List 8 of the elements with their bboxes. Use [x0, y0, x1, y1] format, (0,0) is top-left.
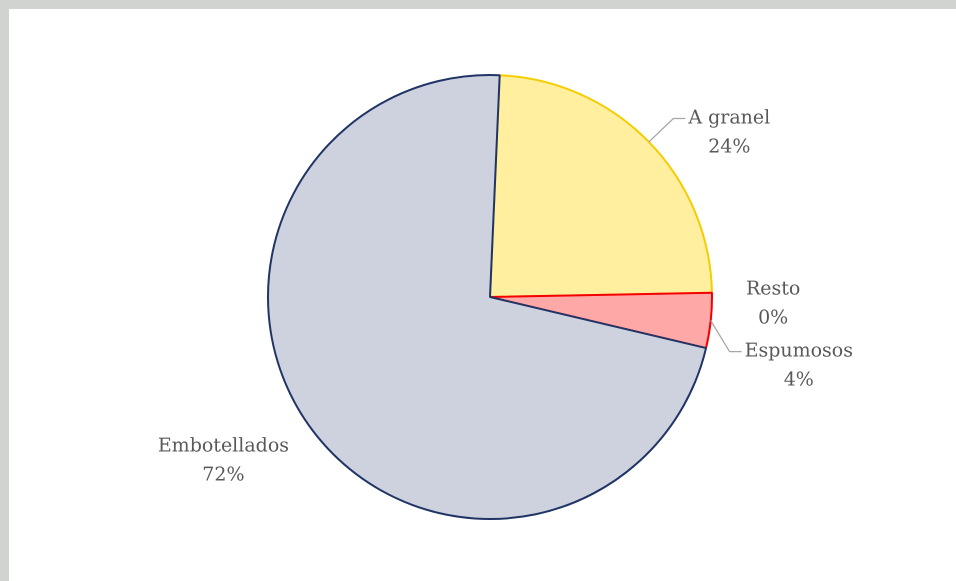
slice-label: A granel [687, 106, 770, 128]
data-label: 72% [202, 463, 245, 486]
text: 0% [758, 306, 788, 329]
data-label: 24% [708, 135, 750, 158]
slice-label: Espumosos [744, 340, 853, 362]
data-label: 4% [784, 368, 814, 391]
slice-label: Embotellados [158, 434, 290, 456]
category-label: Resto [746, 278, 800, 300]
